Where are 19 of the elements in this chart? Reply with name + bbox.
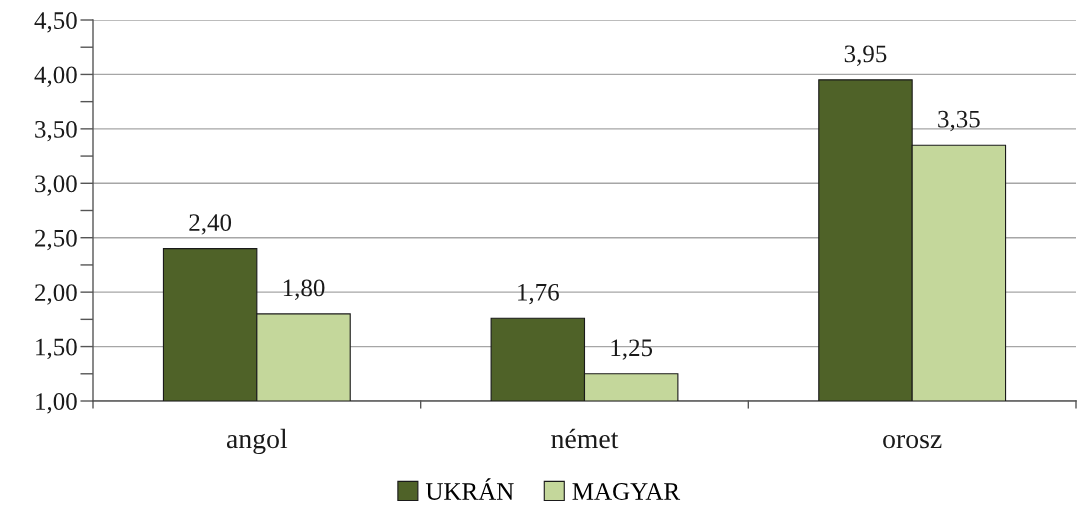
y-tick-label: 1,00 xyxy=(36,393,77,414)
data-label: 1,76 xyxy=(518,283,559,305)
y-tick-label: 2,00 xyxy=(35,284,77,305)
x-tick-label: német xyxy=(551,428,619,449)
legend-label: MAGYAR xyxy=(572,483,681,500)
y-tick-label: 4,50 xyxy=(34,12,77,33)
y-tick-label: 3,00 xyxy=(35,175,77,196)
y-tick-label: 4,00 xyxy=(34,66,77,87)
y-tick-label: 1,50 xyxy=(36,338,77,360)
x-tick-label: angol xyxy=(226,428,288,455)
data-label: 1,80 xyxy=(283,279,325,300)
x-tick-label: orosz xyxy=(883,434,942,449)
legend-label: UKRÁN xyxy=(425,478,514,500)
data-label: 1,25 xyxy=(611,339,653,360)
data-label: 3,35 xyxy=(938,110,980,132)
data-label: 3,95 xyxy=(844,45,887,66)
y-tick-label: 3,50 xyxy=(35,120,77,142)
data-label: 2,40 xyxy=(189,214,232,235)
y-tick-label: 2,50 xyxy=(35,229,77,251)
